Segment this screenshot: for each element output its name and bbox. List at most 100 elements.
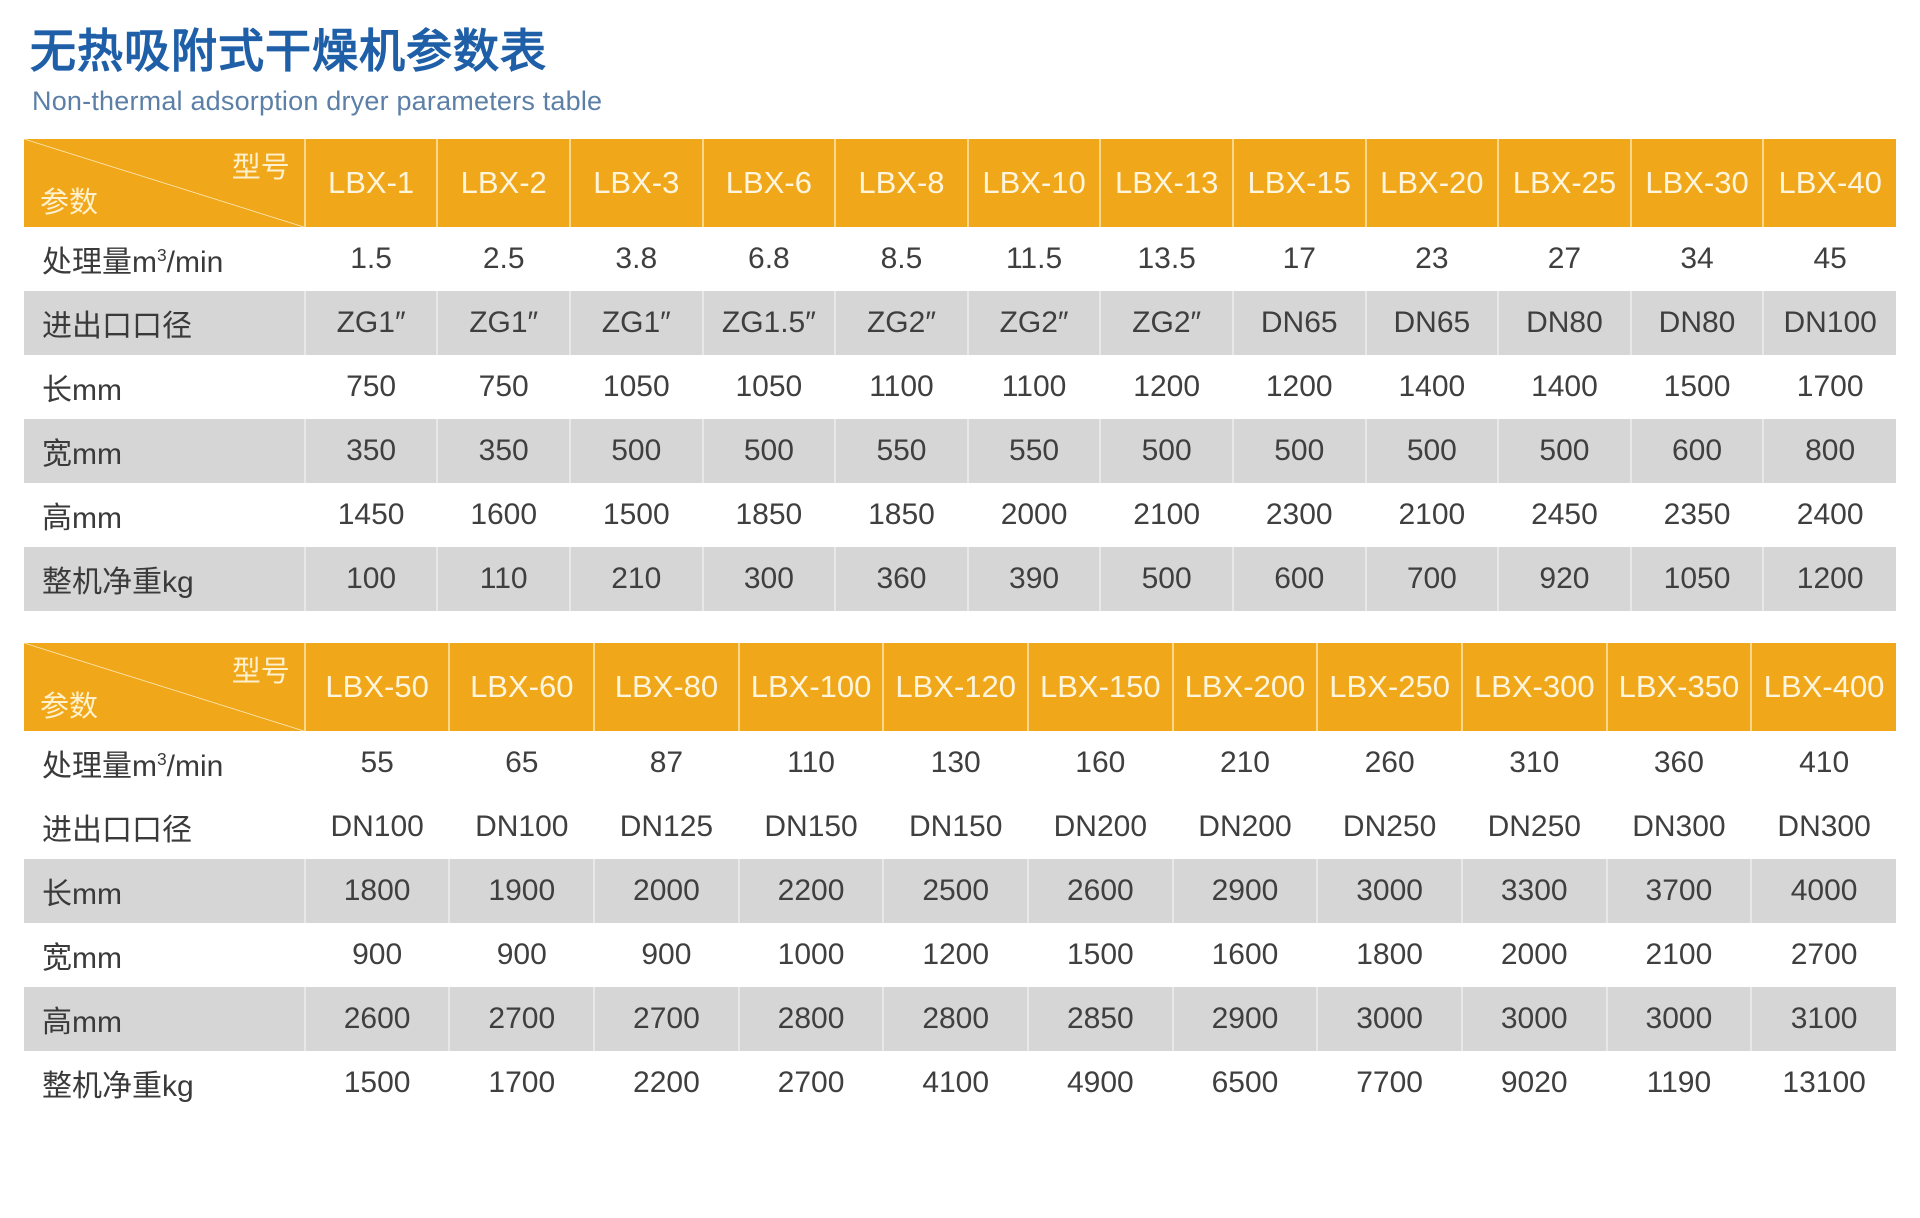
value-cell: 3000 [1605, 986, 1752, 1051]
param-label-cell: 宽mm [24, 922, 305, 987]
value-cell: 13.5 [1099, 226, 1233, 291]
value-cell: 7700 [1316, 1050, 1462, 1115]
value-cell: 4100 [882, 1050, 1029, 1115]
value-cell: 2200 [593, 1050, 739, 1115]
header-model-lbx-10: LBX-10 [967, 138, 1102, 227]
value-cell: 1900 [448, 858, 595, 923]
spec-table-1: 型号 参数 LBX-1 LBX-2 LBX-3 LBX-6 LBX-8 LBX-10 LBX-1… [24, 138, 1896, 611]
header-model-lbx-250: LBX-250 [1317, 642, 1463, 731]
value-cell: 210 [1171, 730, 1318, 795]
value-cell: 900 [448, 922, 595, 987]
value-cell: 2000 [593, 858, 739, 923]
value-cell: 260 [1316, 730, 1462, 795]
value-cell: 600 [1231, 546, 1366, 611]
value-cell: DN65 [1231, 290, 1366, 355]
value-cell: 2600 [303, 986, 450, 1051]
value-cell: DN250 [1460, 794, 1607, 859]
header-model-label: 型号 [231, 151, 290, 184]
value-cell: DN100 [1762, 290, 1896, 355]
table-row: 整机净重kg 1500 1700 2200 2700 4100 4900 6500 7700 90… [24, 1050, 1896, 1115]
value-cell: 55 [303, 730, 450, 795]
value-cell: 2500 [882, 858, 1029, 923]
value-cell: 1200 [1762, 546, 1896, 611]
table-header-row: 型号 参数 LBX-50 LBX-60 LBX-80 LBX-100 LBX-120 LBX-… [24, 642, 1896, 731]
value-cell: 1200 [1231, 354, 1366, 419]
value-cell: 160 [1027, 730, 1173, 795]
value-cell: 1800 [303, 858, 450, 923]
value-cell: DN150 [737, 794, 884, 859]
value-cell: 2450 [1497, 482, 1631, 547]
table-row: 进出口口径 ZG1″ ZG1″ ZG1″ ZG1.5″ ZG2″ ZG2″ ZG2″ DN65 D… [24, 290, 1896, 355]
header-param-label: 参数 [40, 186, 99, 219]
header-model-lbx-50: LBX-50 [304, 642, 451, 731]
value-cell: 2400 [1762, 482, 1896, 547]
value-cell: 65 [448, 730, 595, 795]
value-cell: DN100 [303, 794, 450, 859]
table-row: 宽mm 900 900 900 1000 1200 1500 1600 1800 2000 2100… [24, 922, 1896, 987]
value-cell: 3000 [1460, 986, 1607, 1051]
value-cell: 2000 [966, 482, 1101, 547]
value-cell: 2900 [1171, 858, 1318, 923]
value-cell: DN300 [1750, 794, 1896, 859]
header-model-lbx-30: LBX-30 [1630, 138, 1765, 227]
value-cell: 2600 [1027, 858, 1173, 923]
header-model-lbx-25: LBX-25 [1498, 138, 1632, 227]
value-cell: 500 [1497, 418, 1631, 483]
value-cell: 2700 [593, 986, 739, 1051]
header-model-lbx-6: LBX-6 [702, 138, 837, 227]
value-cell: 6500 [1171, 1050, 1318, 1115]
value-cell: 23 [1364, 226, 1499, 291]
param-label-cell: 长mm [24, 354, 305, 419]
value-cell: 1850 [701, 482, 836, 547]
value-cell: DN150 [882, 794, 1029, 859]
param-label-cell: 长mm [24, 858, 305, 923]
value-cell: 3.8 [568, 226, 703, 291]
value-cell: 3700 [1605, 858, 1752, 923]
value-cell: ZG1″ [568, 290, 703, 355]
value-cell: 2.5 [436, 226, 570, 291]
value-cell: 1500 [1027, 922, 1173, 987]
value-cell: DN200 [1171, 794, 1318, 859]
header-param-label: 参数 [40, 690, 99, 723]
value-cell: 310 [1460, 730, 1607, 795]
table-row: 处理量m3/min 55 65 87 110 130 160 210 260 310 360 410 [24, 730, 1896, 795]
value-cell: 4000 [1750, 858, 1896, 923]
value-cell: 900 [303, 922, 450, 987]
value-cell: ZG2″ [1099, 290, 1233, 355]
value-cell: 300 [701, 546, 836, 611]
header-model-lbx-150: LBX-150 [1028, 642, 1174, 731]
value-cell: 87 [593, 730, 739, 795]
value-cell: 700 [1364, 546, 1499, 611]
value-cell: 8.5 [834, 226, 968, 291]
value-cell: 45 [1762, 226, 1896, 291]
header-model-lbx-40: LBX-40 [1763, 138, 1896, 227]
value-cell: ZG2″ [834, 290, 968, 355]
value-cell: 2800 [737, 986, 884, 1051]
value-cell: DN125 [593, 794, 739, 859]
value-cell: 1500 [1629, 354, 1764, 419]
value-cell: DN80 [1497, 290, 1631, 355]
value-cell: 13100 [1750, 1050, 1896, 1115]
header-model-lbx-300: LBX-300 [1461, 642, 1608, 731]
table-row: 整机净重kg 100 110 210 300 360 390 500 600 700 920 1050… [24, 546, 1896, 611]
header-model-lbx-200: LBX-200 [1172, 642, 1319, 731]
param-label-cell: 处理量m3/min [24, 730, 305, 795]
value-cell: 1190 [1605, 1050, 1752, 1115]
header-corner-cell: 型号 参数 [24, 642, 306, 731]
header-model-lbx-100: LBX-100 [738, 642, 885, 731]
value-cell: DN100 [448, 794, 595, 859]
header-model-lbx-400: LBX-400 [1751, 642, 1896, 731]
value-cell: DN250 [1316, 794, 1462, 859]
value-cell: 2300 [1231, 482, 1366, 547]
value-cell: 1100 [834, 354, 968, 419]
value-cell: 2700 [448, 986, 595, 1051]
value-cell: 2800 [882, 986, 1029, 1051]
value-cell: 3300 [1460, 858, 1607, 923]
header-model-lbx-60: LBX-60 [449, 642, 596, 731]
value-cell: 1600 [436, 482, 570, 547]
page-title: 无热吸附式干燥机参数表 [30, 25, 547, 77]
spec-table-2: 型号 参数 LBX-50 LBX-60 LBX-80 LBX-100 LBX-120 LBX-… [24, 642, 1896, 1115]
value-cell: 1800 [1316, 922, 1462, 987]
value-cell: 3100 [1750, 986, 1896, 1051]
header-model-lbx-120: LBX-120 [883, 642, 1030, 731]
